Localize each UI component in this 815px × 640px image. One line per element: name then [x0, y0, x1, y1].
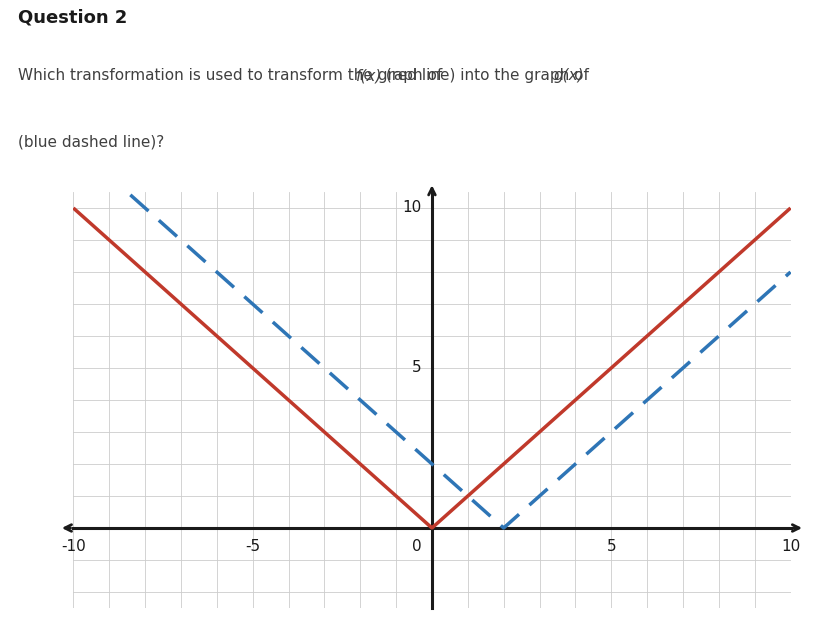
Text: Question 2: Question 2	[18, 9, 127, 27]
Text: 10: 10	[402, 200, 421, 216]
Text: 0: 0	[412, 539, 421, 554]
Text: 5: 5	[412, 360, 421, 376]
Text: -10: -10	[61, 539, 86, 554]
Text: 10: 10	[781, 539, 800, 554]
Text: f(x): f(x)	[356, 68, 382, 83]
Text: Which transformation is used to transform the graph of: Which transformation is used to transfor…	[18, 68, 447, 83]
Text: -5: -5	[245, 539, 260, 554]
Text: 5: 5	[606, 539, 616, 554]
Text: (red line) into the graph of: (red line) into the graph of	[381, 68, 593, 83]
Text: (blue dashed line)?: (blue dashed line)?	[18, 134, 164, 149]
Text: g(x): g(x)	[553, 68, 584, 83]
